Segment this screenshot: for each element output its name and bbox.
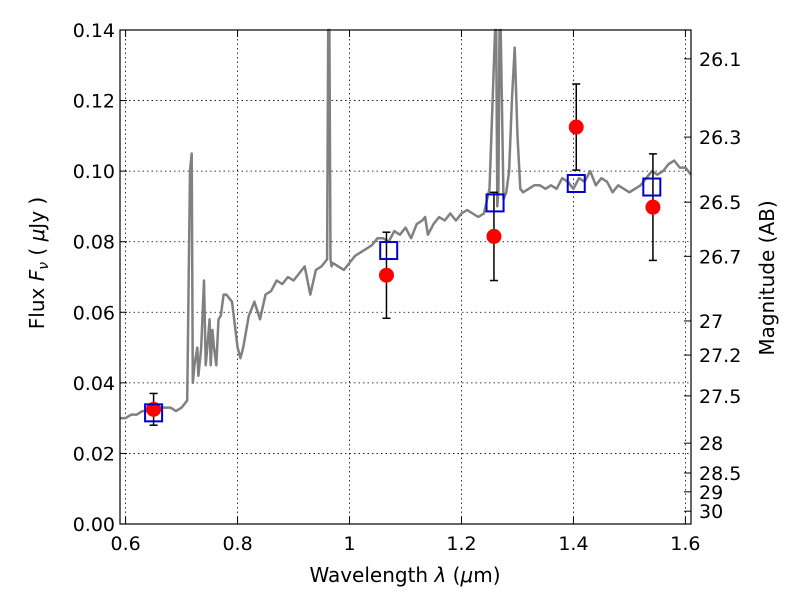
y-axis-label: Flux Fν ( μJy ) <box>25 197 52 329</box>
right-tick-label: 26.5 <box>699 192 741 214</box>
model-photometry-box <box>485 193 505 213</box>
y-tick-label: 0.06 <box>73 302 115 324</box>
model-spectrum <box>120 28 692 420</box>
y-tick-label: 0.08 <box>73 232 115 254</box>
observed-points <box>146 119 661 417</box>
y-tick-label: 0.00 <box>73 514 115 536</box>
right-tick-label: 28.5 <box>699 463 741 485</box>
x-tick-label: 0.8 <box>222 533 252 555</box>
y-tick-label: 0.02 <box>73 443 115 465</box>
y-tick-label: 0.14 <box>73 20 115 42</box>
observed-point <box>568 119 584 135</box>
tick-labels: 0.6 0.8 1 1.2 1.4 1.6 0.00 0.02 0.04 0.06 0.08 0.10… <box>73 20 742 555</box>
observed-point <box>146 401 162 417</box>
right-tick-label: 27.5 <box>699 386 741 408</box>
model-photometry-boxes <box>144 173 662 423</box>
right-tick-label: 28 <box>699 433 723 455</box>
right-tick-label: 26.3 <box>699 127 741 149</box>
x-tick-label: 0.6 <box>110 533 140 555</box>
right-axis-label: Magnitude (AB) <box>755 200 779 355</box>
x-tick-label: 1.6 <box>670 533 700 555</box>
observed-point <box>645 199 661 215</box>
error-bars <box>149 83 657 426</box>
observed-point <box>378 267 394 283</box>
y-tick-label: 0.10 <box>73 161 115 183</box>
y-tick-label: 0.04 <box>73 373 115 395</box>
x-tick-label: 1 <box>343 533 355 555</box>
observed-point <box>486 228 502 244</box>
x-tick-label: 1.4 <box>558 533 588 555</box>
model-photometry-box <box>379 241 399 261</box>
y-tick-label: 0.12 <box>73 91 115 113</box>
x-axis-label: Wavelength λ (μm) <box>309 563 500 587</box>
plot-frame <box>119 29 692 525</box>
right-tick-label: 30 <box>699 501 723 523</box>
right-tick-label: 27 <box>699 311 723 333</box>
model-photometry-box <box>566 173 586 193</box>
right-tick-label: 26.1 <box>699 49 741 71</box>
model-spectrum-line <box>120 28 692 420</box>
right-tick-label: 26.7 <box>699 246 741 268</box>
right-tick-label: 27.2 <box>699 345 741 367</box>
axis-ticks <box>120 29 691 525</box>
x-tick-label: 1.2 <box>446 533 476 555</box>
model-photometry-box <box>642 177 662 197</box>
right-tick-label: 29 <box>699 482 723 504</box>
model-photometry-box <box>144 403 164 423</box>
grid <box>120 30 691 524</box>
